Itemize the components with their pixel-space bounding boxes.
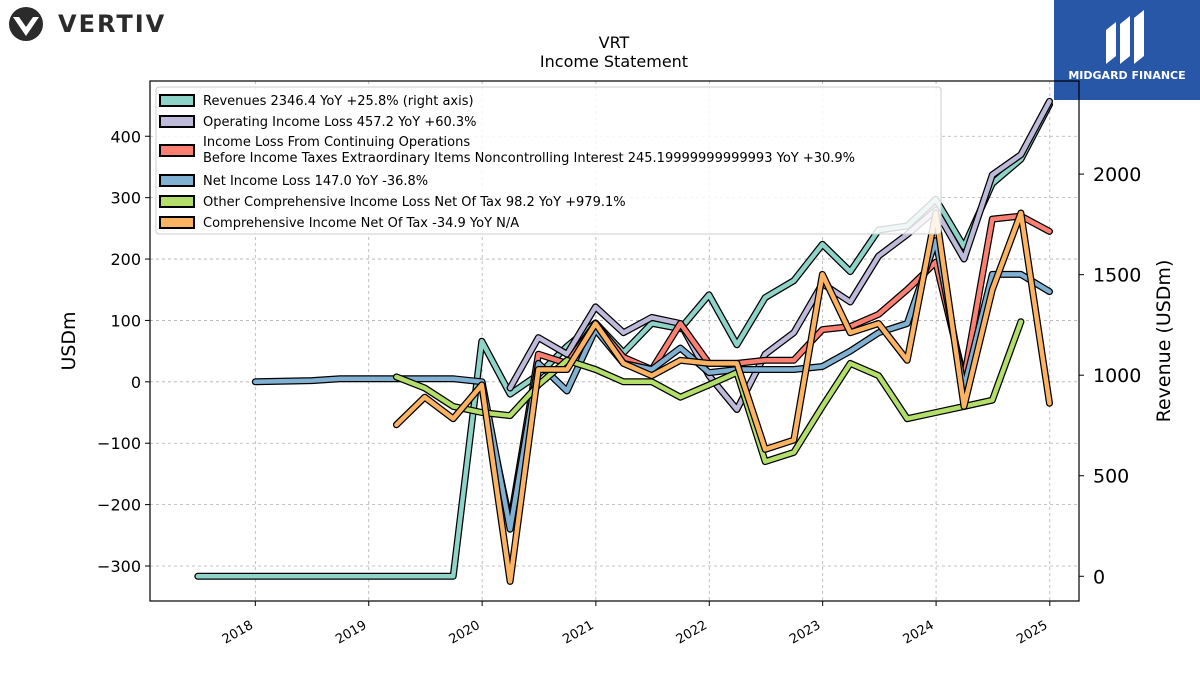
x-tick-label: 2019	[333, 618, 369, 648]
chart-legend: Revenues 2346.4 YoY +25.8% (right axis) O…	[155, 86, 942, 235]
y-tick-label: 300	[110, 189, 141, 208]
legend-label-4: Other Comprehensive Income Loss Net Of T…	[203, 195, 626, 210]
legend-swatch-1	[159, 115, 195, 128]
plot-frame	[149, 80, 1080, 602]
x-tick-label: 2021	[560, 618, 596, 648]
series-line-4	[394, 319, 1024, 464]
legend-label-1: Operating Income Loss 457.2 YoY +60.3%	[203, 115, 477, 130]
y-axis-label: USDm	[58, 311, 80, 370]
vertiv-chevron-logo-icon	[9, 7, 43, 41]
y-right-tick-label: 2000	[1093, 164, 1141, 186]
x-tick-label: 2023	[787, 618, 823, 648]
x-tick-label: 2020	[447, 618, 483, 648]
y-tick-label: 200	[110, 250, 141, 269]
series-line-1	[507, 99, 1052, 412]
legend-swatch-0	[159, 94, 195, 107]
midgard-finance-logo: MIDGARD FINANCE	[1054, 0, 1200, 100]
y-right-tick-label: 0	[1093, 566, 1105, 588]
legend-label-0: Revenues 2346.4 YoY +25.8% (right axis)	[203, 94, 474, 109]
midgard-finance-logo-text: MIDGARD FINANCE	[1068, 69, 1186, 82]
legend-label-2-line-0: Income Loss From Continuing Operations	[203, 135, 470, 150]
y-right-tick-label: 1500	[1093, 265, 1141, 287]
y-tick-label: 0	[131, 373, 141, 392]
legend-swatch-5	[159, 216, 195, 229]
x-tick-label: 2024	[901, 618, 937, 648]
legend-label-2-line-1: Before Income Taxes Extraordinary Items …	[203, 151, 855, 166]
y-tick-label: 100	[110, 311, 141, 330]
legend-label-3: Net Income Loss 147.0 YoY -36.8%	[203, 174, 428, 189]
y-tick-label: −100	[97, 434, 141, 453]
vertiv-logo-text: VERTIV	[58, 10, 167, 38]
midgard-m-logo-icon	[1106, 10, 1144, 64]
x-tick-label: 2022	[674, 618, 710, 648]
legend-label-5: Comprehensive Income Net Of Tax -34.9 Yo…	[203, 216, 519, 231]
legend-box	[155, 86, 942, 235]
chart-title: VRT	[599, 33, 630, 52]
y-right-tick-label: 1000	[1093, 365, 1141, 387]
y-right-tick-label: 500	[1093, 466, 1129, 488]
y-tick-label: −300	[97, 557, 141, 576]
y-axis-right-label: Revenue (USDm)	[1153, 260, 1175, 423]
chart-subtitle: Income Statement	[540, 52, 688, 71]
legend-swatch-3	[159, 174, 195, 187]
series-line-5	[394, 210, 1052, 584]
legend-swatch-2	[159, 144, 195, 157]
legend-swatch-4	[159, 195, 195, 208]
y-tick-label: 400	[110, 127, 141, 146]
vertiv-logo: VERTIV	[8, 6, 166, 42]
x-tick-label: 2018	[220, 618, 256, 648]
x-tick-label: 2025	[1014, 618, 1050, 648]
y-tick-label: −200	[97, 496, 141, 515]
